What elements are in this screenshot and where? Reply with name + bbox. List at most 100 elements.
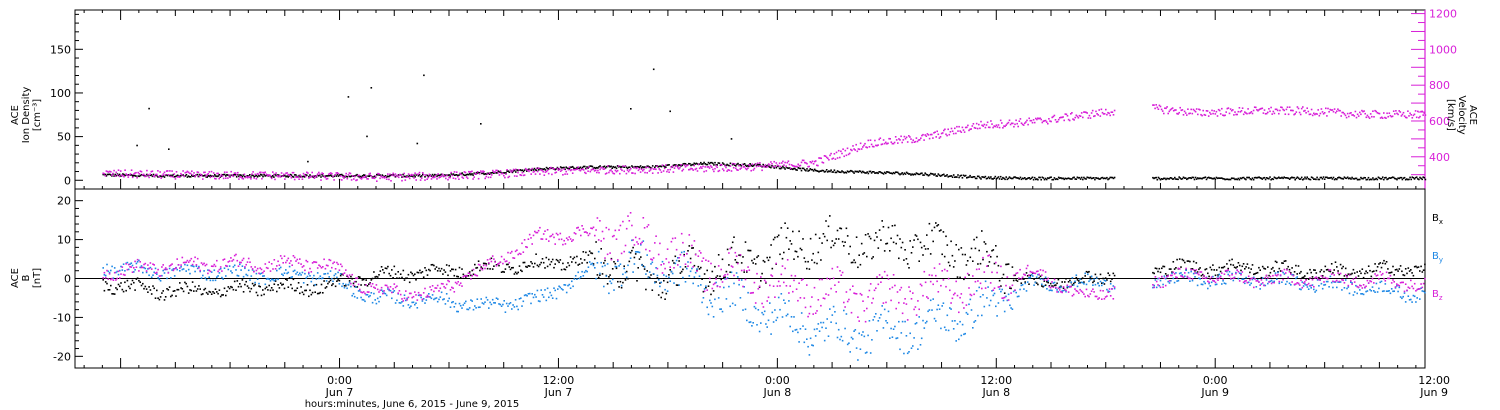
data-point	[859, 142, 862, 145]
data-point	[121, 288, 124, 291]
data-point	[806, 162, 808, 165]
data-point	[521, 305, 523, 307]
data-point	[374, 175, 377, 177]
data-point	[1003, 310, 1006, 313]
data-point	[319, 265, 322, 268]
data-point	[553, 168, 555, 170]
data-point	[933, 226, 936, 229]
data-point	[832, 305, 835, 308]
data-point	[650, 167, 653, 170]
data-point	[712, 168, 714, 171]
data-point	[380, 289, 383, 291]
data-point	[452, 173, 455, 175]
data-point	[899, 238, 901, 240]
data-point	[240, 176, 242, 178]
data-point	[965, 264, 968, 266]
data-point	[371, 301, 374, 304]
data-point	[565, 266, 568, 268]
data-point	[808, 169, 810, 172]
data-point	[1064, 281, 1066, 283]
data-point	[1181, 274, 1184, 276]
data-point	[765, 282, 767, 284]
data-point	[1302, 106, 1304, 108]
data-point	[310, 271, 313, 273]
data-point	[1178, 111, 1180, 114]
data-point	[1066, 286, 1069, 289]
data-point	[993, 177, 995, 179]
data-point	[250, 287, 253, 290]
data-point	[1107, 272, 1109, 274]
data-point	[518, 298, 521, 300]
data-point	[904, 173, 907, 175]
data-point	[692, 266, 694, 268]
data-point	[401, 298, 403, 300]
data-point	[364, 284, 366, 286]
data-point	[573, 168, 575, 171]
data-point	[172, 173, 174, 176]
data-point	[1316, 176, 1318, 179]
data-point	[675, 284, 678, 286]
data-point	[362, 299, 365, 301]
data-point	[435, 174, 437, 177]
data-point	[1288, 178, 1291, 180]
data-point	[920, 337, 923, 340]
data-point	[610, 257, 613, 260]
data-point	[119, 170, 122, 172]
data-point	[1230, 177, 1233, 179]
data-point	[1186, 260, 1189, 262]
data-point	[972, 123, 975, 125]
data-point	[443, 285, 445, 288]
data-point	[343, 286, 346, 289]
data-point	[1043, 178, 1046, 181]
data-point	[1286, 268, 1288, 270]
b-axis-label-line: B	[21, 274, 32, 281]
data-point	[500, 172, 503, 175]
data-point	[387, 175, 389, 178]
data-point	[1279, 177, 1281, 179]
data-point	[1182, 259, 1185, 262]
data-point	[844, 149, 847, 152]
data-point	[694, 271, 697, 274]
data-point	[121, 174, 123, 176]
data-point	[820, 259, 822, 261]
data-point	[825, 327, 827, 329]
data-point	[1207, 272, 1209, 275]
data-point	[341, 273, 343, 275]
data-point	[452, 301, 454, 303]
data-point	[245, 175, 248, 178]
data-point	[281, 273, 283, 275]
data-point	[1056, 120, 1059, 123]
data-point	[304, 272, 306, 275]
data-point	[476, 274, 479, 277]
data-point	[687, 250, 689, 252]
data-point	[705, 259, 707, 261]
data-point	[542, 233, 545, 235]
data-point	[389, 286, 392, 288]
data-point	[782, 160, 784, 163]
data-point	[454, 177, 457, 180]
data-point	[750, 164, 752, 167]
data-point	[1270, 268, 1273, 270]
data-point	[122, 174, 124, 177]
data-point	[179, 270, 181, 272]
data-point	[609, 252, 611, 254]
data-point	[991, 178, 993, 180]
data-point	[1224, 114, 1226, 117]
data-point	[689, 261, 692, 264]
data-point	[771, 275, 774, 277]
data-point	[274, 268, 277, 270]
data-point	[721, 258, 724, 261]
data-point	[1344, 279, 1347, 281]
data-point	[185, 282, 187, 285]
data-point	[877, 247, 880, 249]
velocity-tick-label: 600	[1429, 115, 1450, 128]
data-point	[1337, 281, 1339, 283]
data-point	[651, 289, 654, 291]
data-point	[855, 170, 857, 173]
data-point	[328, 258, 330, 261]
data-point	[133, 174, 135, 177]
data-point	[233, 280, 236, 283]
data-point	[495, 169, 497, 172]
data-point	[743, 269, 745, 271]
data-point	[396, 174, 399, 177]
